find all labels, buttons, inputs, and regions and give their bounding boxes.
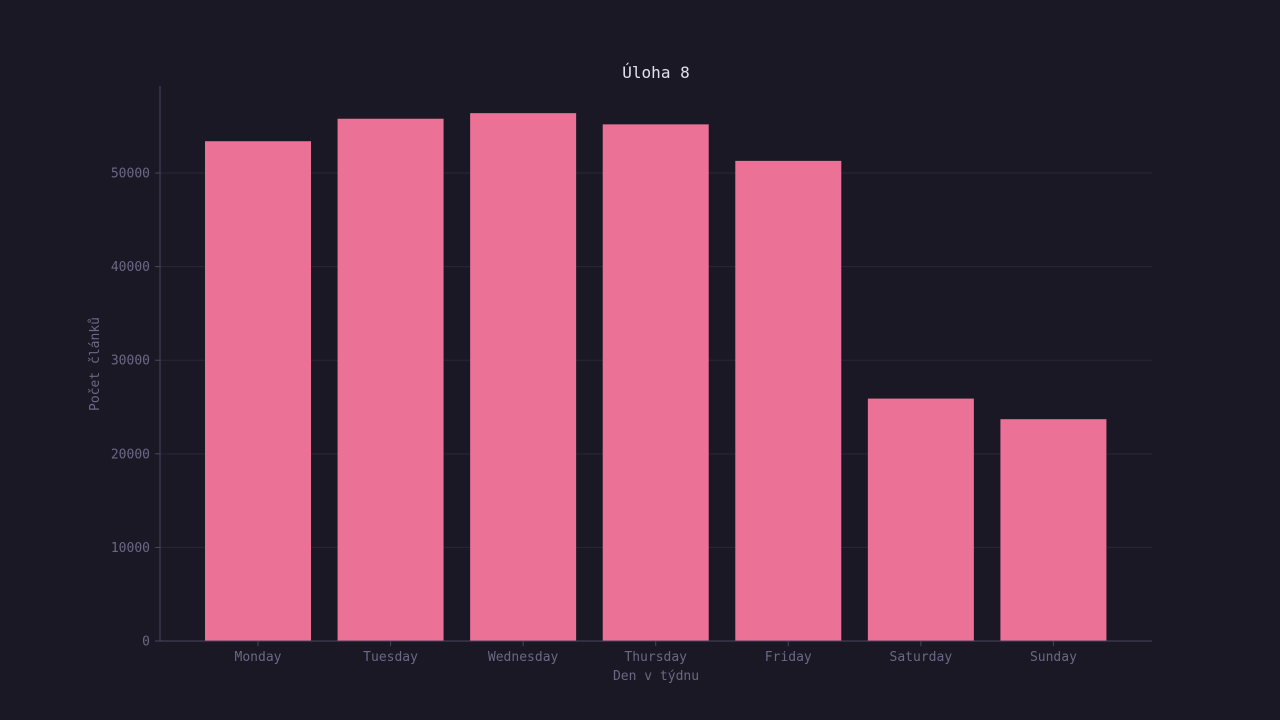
- bar-thursday: [602, 124, 709, 641]
- y-tick-label: 40000: [111, 260, 150, 275]
- chart-title: Úloha 8: [622, 63, 689, 82]
- bar-tuesday: [337, 118, 444, 642]
- y-tick-label: 50000: [111, 167, 150, 182]
- x-tick-label: Tuesday: [363, 650, 418, 665]
- x-tick-label: Thursday: [624, 650, 687, 665]
- y-axis-label: Počet článků: [88, 317, 103, 411]
- y-tick-label: 20000: [111, 447, 150, 462]
- bar-monday: [205, 141, 311, 641]
- bar-wednesday: [470, 113, 577, 641]
- x-tick-label: Friday: [765, 650, 812, 665]
- x-tick-label: Monday: [235, 650, 282, 665]
- bar-sunday: [1000, 419, 1107, 641]
- x-axis-label: Den v týdnu: [613, 669, 699, 684]
- y-tick-label: 0: [142, 635, 150, 650]
- bar-saturday: [867, 398, 974, 641]
- bars: [205, 113, 1107, 642]
- y-tick-label: 30000: [111, 354, 150, 369]
- x-tick-label: Sunday: [1030, 650, 1077, 665]
- x-tick-label: Saturday: [890, 650, 953, 665]
- y-tick-label: 10000: [111, 541, 150, 556]
- y-tick-labels: 0 10000 20000 30000 40000 50000: [111, 167, 160, 650]
- bar-friday: [735, 160, 842, 641]
- x-tick-labels: Monday Tuesday Wednesday Thursday Friday Satu…: [235, 641, 1077, 665]
- x-tick-label: Wednesday: [488, 650, 559, 665]
